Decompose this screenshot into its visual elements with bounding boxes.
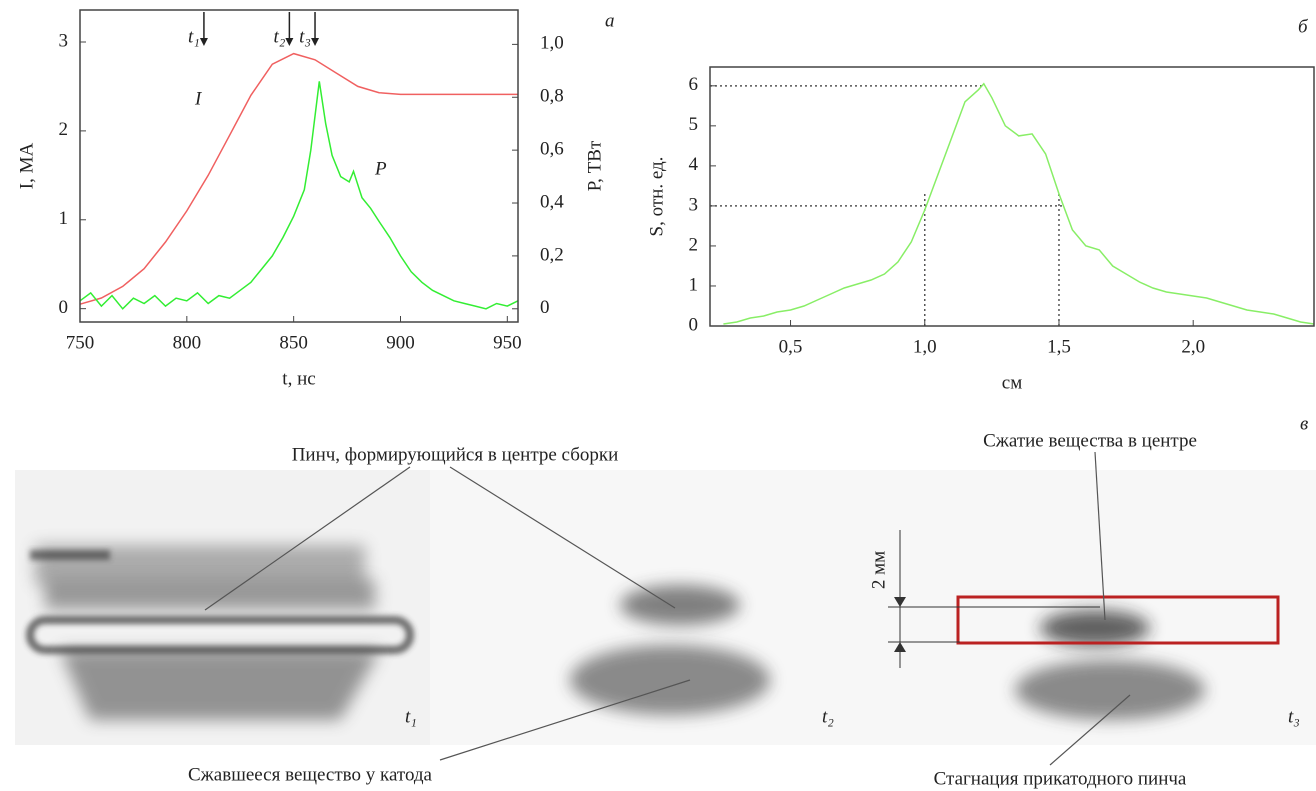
y-tick-label: 2 bbox=[59, 119, 69, 140]
plot-frame bbox=[709, 66, 1315, 327]
x-tick-label: 800 bbox=[173, 332, 202, 353]
x-axis-label: см bbox=[1002, 372, 1022, 393]
series-line bbox=[79, 52, 518, 305]
panel-letter: а bbox=[605, 10, 615, 31]
y-tick-label: 1 bbox=[59, 208, 69, 229]
series-label: P bbox=[374, 158, 387, 179]
image-panel-1 bbox=[15, 470, 430, 745]
x-tick-label: 900 bbox=[386, 332, 415, 353]
y-tick-label: 1 bbox=[689, 274, 699, 295]
y-tick-label: 0 bbox=[689, 314, 699, 335]
series-line bbox=[79, 81, 519, 310]
caption: Сжавшееся вещество у катода bbox=[188, 764, 433, 785]
y-tick-label: 3 bbox=[689, 194, 699, 215]
x-tick-label: 950 bbox=[493, 332, 522, 353]
time-label: t₁ bbox=[405, 706, 417, 727]
x-tick-label: 850 bbox=[279, 332, 308, 353]
panel-letter: б bbox=[1298, 16, 1309, 37]
y2-tick-label: 0,4 bbox=[540, 191, 564, 212]
x-tick-label: 750 bbox=[66, 332, 95, 353]
x-axis-label: t, нс bbox=[282, 368, 315, 389]
y-tick-label: 3 bbox=[59, 30, 69, 51]
panel-letter: в bbox=[1300, 413, 1308, 434]
y-tick-label: 0 bbox=[59, 297, 69, 318]
image-panel-3 bbox=[850, 470, 1316, 745]
time-label: t₃ bbox=[1288, 706, 1300, 727]
y-tick-label: 6 bbox=[689, 74, 699, 95]
y2-tick-label: 0,8 bbox=[540, 86, 564, 107]
x-tick-label: 1,0 bbox=[913, 336, 937, 357]
y2-tick-label: 0,6 bbox=[540, 138, 564, 159]
y2-tick-label: 0 bbox=[540, 297, 550, 318]
series-line bbox=[723, 82, 1315, 325]
plot-frame bbox=[79, 9, 519, 323]
scale-label: 2 мм bbox=[868, 551, 889, 589]
y2-tick-label: 0,2 bbox=[540, 244, 564, 265]
marker-arrowhead bbox=[199, 38, 208, 46]
y-axis-label: I, МА bbox=[16, 143, 37, 190]
time-label: t₂ bbox=[822, 706, 834, 727]
y-tick-label: 5 bbox=[689, 114, 699, 135]
image-panel-2 bbox=[430, 470, 850, 745]
marker-label: t₃ bbox=[299, 26, 311, 47]
marker-label: t₂ bbox=[273, 26, 285, 47]
y-tick-label: 4 bbox=[689, 154, 699, 175]
x-tick-label: 2,0 bbox=[1181, 336, 1205, 357]
marker-arrowhead bbox=[285, 38, 294, 46]
y2-axis-label: P, ТВт bbox=[584, 140, 605, 191]
caption: Стагнация прикатодного пинча bbox=[934, 768, 1187, 789]
caption: Сжатие вещества в центре bbox=[983, 430, 1197, 451]
x-tick-label: 0,5 bbox=[779, 336, 803, 357]
caption: Пинч, формирующийся в центре сборки bbox=[292, 444, 619, 465]
y-axis-label: S, отн. ед. bbox=[646, 157, 667, 237]
y-tick-label: 2 bbox=[689, 234, 699, 255]
x-tick-label: 1,5 bbox=[1047, 336, 1071, 357]
series-label: I bbox=[194, 88, 203, 109]
marker-label: t₁ bbox=[188, 26, 200, 47]
y2-tick-label: 1,0 bbox=[540, 33, 564, 54]
marker-arrowhead bbox=[311, 38, 320, 46]
caption-pointers bbox=[204, 451, 1131, 766]
